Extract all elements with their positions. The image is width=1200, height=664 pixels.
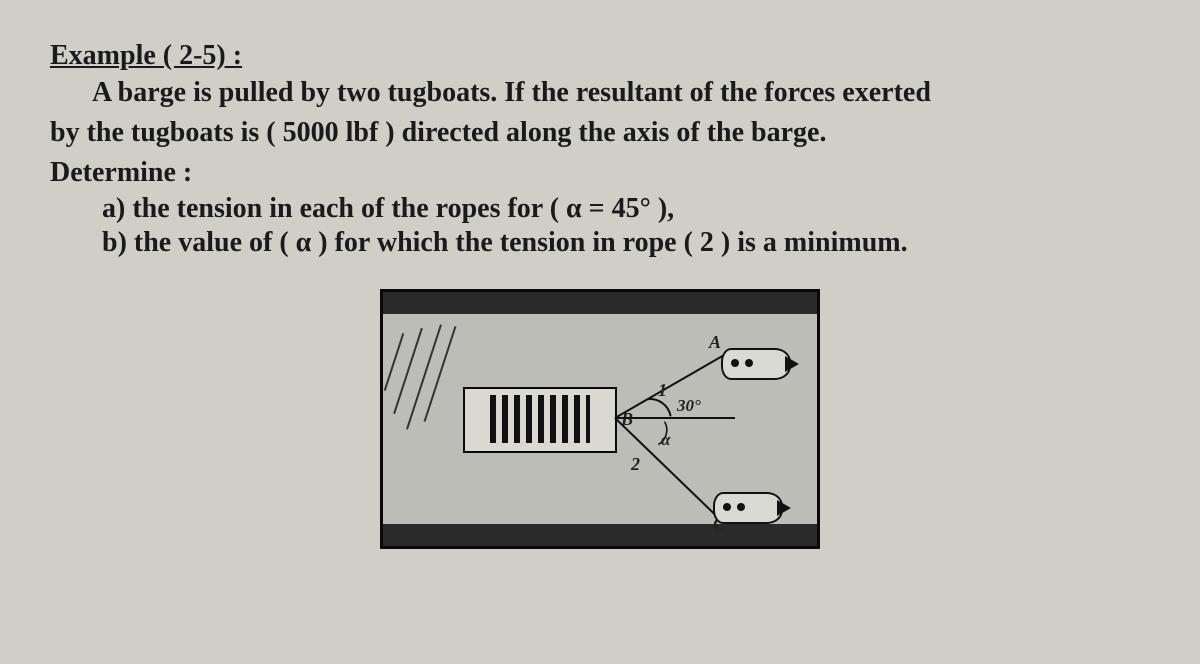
- barge-axis-line: [615, 417, 735, 419]
- example-heading: Example ( 2-5) :: [50, 40, 1150, 72]
- angle-30-label: 30°: [677, 396, 701, 416]
- problem-line-2: by the tugboats is ( 5000 lbf ) directed…: [50, 114, 1150, 152]
- wave-line: [393, 328, 423, 414]
- water-strip-bottom: [383, 524, 817, 546]
- question-a: a) the tension in each of the ropes for …: [102, 193, 1150, 225]
- angle-alpha-label: α: [661, 430, 670, 450]
- wave-line: [384, 334, 404, 392]
- wave-line: [424, 327, 457, 423]
- figure-container: B 1 2 30° α A C: [50, 289, 1150, 549]
- rope-1-label: 1: [658, 380, 667, 401]
- barge-hatching: [490, 395, 590, 443]
- boat-porthole-icon: [731, 359, 739, 367]
- question-b: b) the value of ( α ) for which the tens…: [102, 227, 1150, 259]
- tugboat-a: [721, 348, 791, 380]
- tugboat-c: [713, 492, 783, 524]
- water-strip-top: [383, 292, 817, 314]
- barge-diagram: B 1 2 30° α A C: [380, 289, 820, 549]
- rope-1-line: [615, 350, 733, 419]
- rope-2-label: 2: [631, 454, 640, 475]
- problem-line-1: A barge is pulled by two tugboats. If th…: [50, 74, 1150, 112]
- boat-a-label: A: [709, 332, 721, 353]
- document-page: Example ( 2-5) : A barge is pulled by tw…: [0, 0, 1200, 589]
- barge-shape: B: [463, 387, 617, 453]
- wake-waves: [389, 322, 459, 462]
- boat-porthole-icon: [723, 503, 731, 511]
- determine-label: Determine :: [50, 154, 1150, 192]
